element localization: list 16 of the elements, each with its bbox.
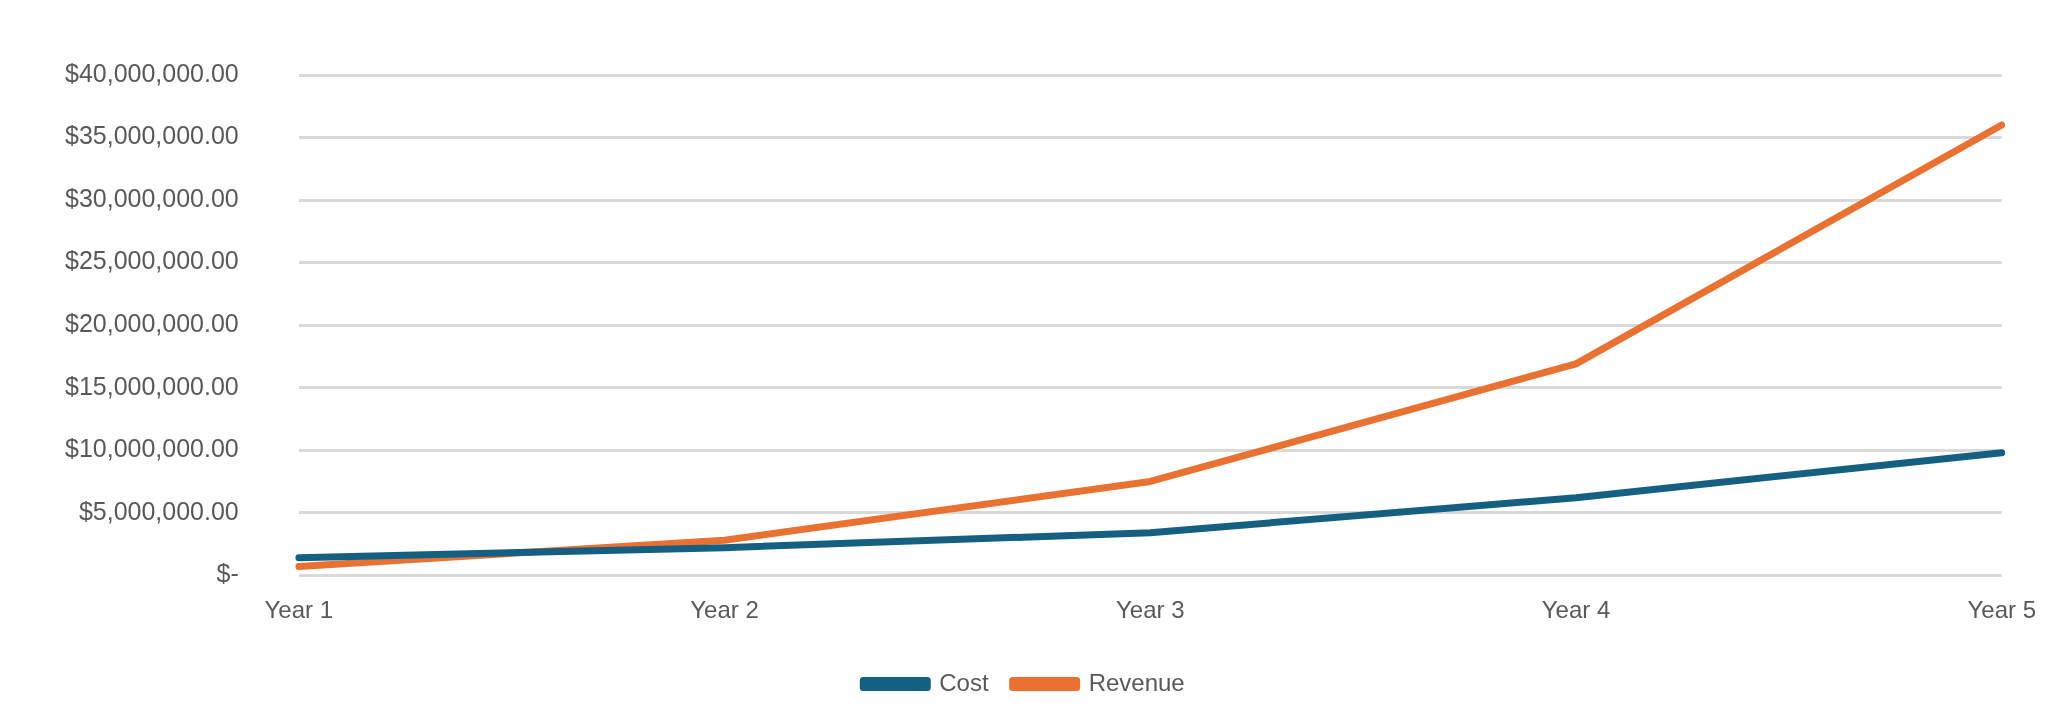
y-tick-label: $10,000,000.00 bbox=[65, 434, 239, 463]
x-tick-label: Year 4 bbox=[1541, 596, 1611, 624]
y-tick-label: $35,000,000.00 bbox=[65, 121, 239, 150]
x-tick-label: Year 5 bbox=[1967, 596, 2036, 624]
y-tick-label: $- bbox=[216, 559, 239, 588]
y-tick-label: $5,000,000.00 bbox=[78, 496, 239, 525]
x-tick-label: Year 1 bbox=[264, 596, 334, 624]
y-tick-label: $25,000,000.00 bbox=[65, 246, 239, 275]
legend-label: Revenue bbox=[1088, 668, 1185, 696]
y-tick-label: $15,000,000.00 bbox=[65, 371, 239, 400]
y-tick-label: $20,000,000.00 bbox=[65, 308, 239, 337]
legend-label: Cost bbox=[939, 668, 989, 696]
y-tick-label: $30,000,000.00 bbox=[65, 183, 239, 212]
x-tick-label: Year 2 bbox=[690, 596, 759, 624]
y-tick-label: $40,000,000.00 bbox=[65, 58, 239, 87]
x-tick-label: Year 3 bbox=[1116, 596, 1185, 624]
